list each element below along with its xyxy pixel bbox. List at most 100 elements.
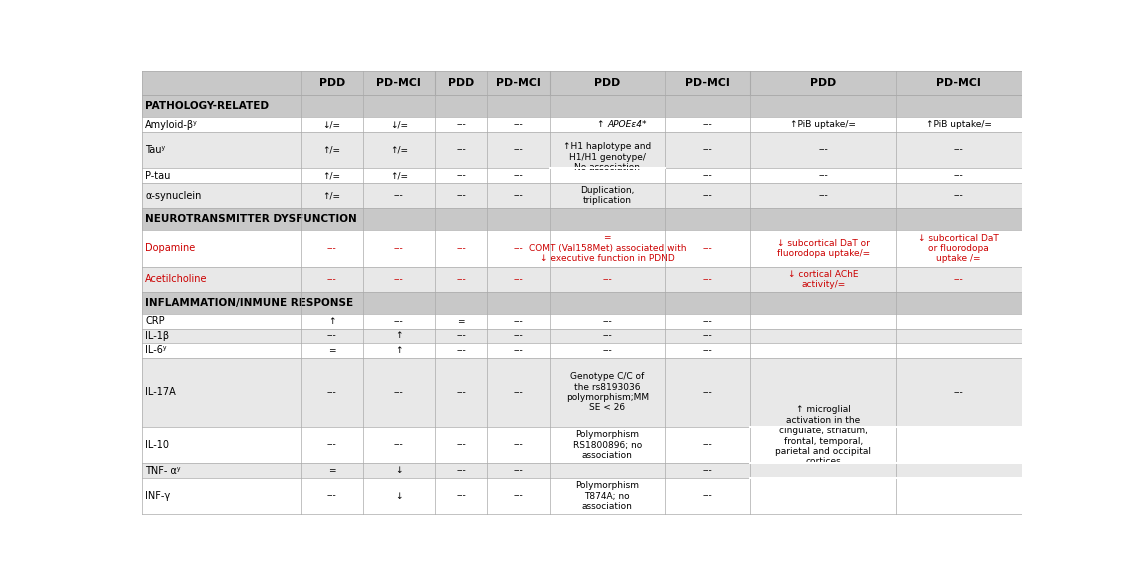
Text: IL-1β: IL-1β [145,331,169,341]
Text: ---: --- [456,331,466,340]
Bar [142,329,1022,343]
Text: ↓ subcortical DaT
or fluorodopa
uptake /=: ↓ subcortical DaT or fluorodopa uptake /… [918,233,999,263]
Text: ↓ cortical AChE
activity/=: ↓ cortical AChE activity/= [788,270,858,289]
Text: ↓/=: ↓/= [322,120,340,129]
Text: INFLAMMATION/INMUNE RESPONSE: INFLAMMATION/INMUNE RESPONSE [145,298,353,308]
Text: ---: --- [603,346,612,355]
Text: Acetilcholine: Acetilcholine [145,275,208,285]
Text: Polymorphism
RS1800896; no
association: Polymorphism RS1800896; no association [573,430,642,460]
Text: ---: --- [456,346,466,355]
Text: ---: --- [953,191,964,200]
Text: =
COMT (Val158Met) associated with
↓ executive function in PDND: = COMT (Val158Met) associated with ↓ exe… [529,233,686,263]
Text: ---: --- [703,440,713,450]
Bar [142,427,1022,463]
Text: PD-MCI: PD-MCI [496,78,541,88]
Text: ---: --- [394,387,404,397]
Text: ↑/=: ↑/= [322,171,340,180]
Text: APOEε4*: APOEε4* [607,120,647,129]
Text: =: = [328,346,336,355]
Text: PD-MCI: PD-MCI [936,78,981,88]
Text: ---: --- [327,275,337,284]
Text: ---: --- [953,387,964,397]
Text: Duplication,
triplication: Duplication, triplication [580,186,634,205]
Text: ---: --- [603,331,612,340]
Text: ---: --- [953,171,964,180]
Text: ---: --- [703,191,713,200]
Text: ---: --- [327,387,337,397]
Text: ↑: ↑ [395,331,403,340]
Text: ---: --- [456,440,466,450]
Text: IL-10: IL-10 [145,440,169,450]
Text: ---: --- [394,191,404,200]
Text: NEUROTRANSMITTER DYSFUNCTION: NEUROTRANSMITTER DYSFUNCTION [145,214,358,224]
Text: ↓: ↓ [395,466,403,475]
Text: Genotype C/C of
the rs8193036
polymorphism;MM
SE < 26: Genotype C/C of the rs8193036 polymorphi… [565,372,649,412]
Bar [142,358,1022,427]
Text: ↑PiB uptake/=: ↑PiB uptake/= [790,120,856,129]
Text: ---: --- [953,146,964,155]
Text: ---: --- [513,317,523,326]
Text: Amyloid-βʸ: Amyloid-βʸ [145,119,199,129]
Text: ---: --- [394,440,404,450]
Text: ---: --- [394,275,404,284]
Text: ↑PiB uptake/=: ↑PiB uptake/= [926,120,992,129]
Text: ---: --- [327,440,337,450]
Text: =: = [457,317,465,326]
Text: ---: --- [703,275,713,284]
Text: IL-6ʸ: IL-6ʸ [145,345,167,355]
Text: INF-γ: INF-γ [145,491,170,501]
Text: ---: --- [456,275,466,284]
Text: ---: --- [603,275,612,284]
Text: ↓ subcortical DaT or
fluorodopa uptake/=: ↓ subcortical DaT or fluorodopa uptake/= [776,239,869,258]
Text: ---: --- [513,440,523,450]
Text: ---: --- [513,275,523,284]
Text: ↑/=: ↑/= [322,191,340,200]
Text: ---: --- [456,146,466,155]
Bar [142,266,1022,292]
Text: ---: --- [513,171,523,180]
Text: ---: --- [703,331,713,340]
Text: ↑/=: ↑/= [390,146,407,155]
Text: ---: --- [513,191,523,200]
Text: ---: --- [703,120,713,129]
Text: ↑: ↑ [395,346,403,355]
Bar [142,118,1022,132]
Text: ↑/=: ↑/= [390,171,407,180]
Bar [142,132,1022,168]
Bar [142,183,1022,208]
Text: P-tau: P-tau [145,171,170,181]
Text: ↑: ↑ [328,317,336,326]
Text: ---: --- [818,191,829,200]
Text: ---: --- [703,492,713,500]
Text: ---: --- [513,346,523,355]
Text: TNF- αʸ: TNF- αʸ [145,466,180,476]
Bar [142,71,1022,95]
Text: ---: --- [703,146,713,155]
Text: ↓: ↓ [395,492,403,500]
Bar [142,314,1022,329]
Text: ---: --- [703,244,713,253]
Text: ---: --- [394,244,404,253]
Text: PDD: PDD [448,78,474,88]
Text: ---: --- [456,120,466,129]
Bar [142,168,1022,183]
Text: CRP: CRP [145,316,165,326]
Text: ---: --- [513,146,523,155]
Text: Tauʸ: Tauʸ [145,145,166,155]
Bar [142,478,1022,514]
Text: ---: --- [703,171,713,180]
Text: ↑: ↑ [597,120,607,129]
Text: ---: --- [513,492,523,500]
Text: Polymorphism
T874A; no
association: Polymorphism T874A; no association [575,481,639,511]
Text: ---: --- [513,120,523,129]
Bar [142,208,1022,230]
Text: ---: --- [327,331,337,340]
Bar [142,463,1022,478]
Bar [142,230,1022,266]
Text: ---: --- [603,317,612,326]
Text: IL-17A: IL-17A [145,387,176,397]
Text: PATHOLOGY-RELATED: PATHOLOGY-RELATED [145,101,269,111]
Text: PD-MCI: PD-MCI [377,78,421,88]
Text: ---: --- [703,346,713,355]
Text: ---: --- [818,171,829,180]
